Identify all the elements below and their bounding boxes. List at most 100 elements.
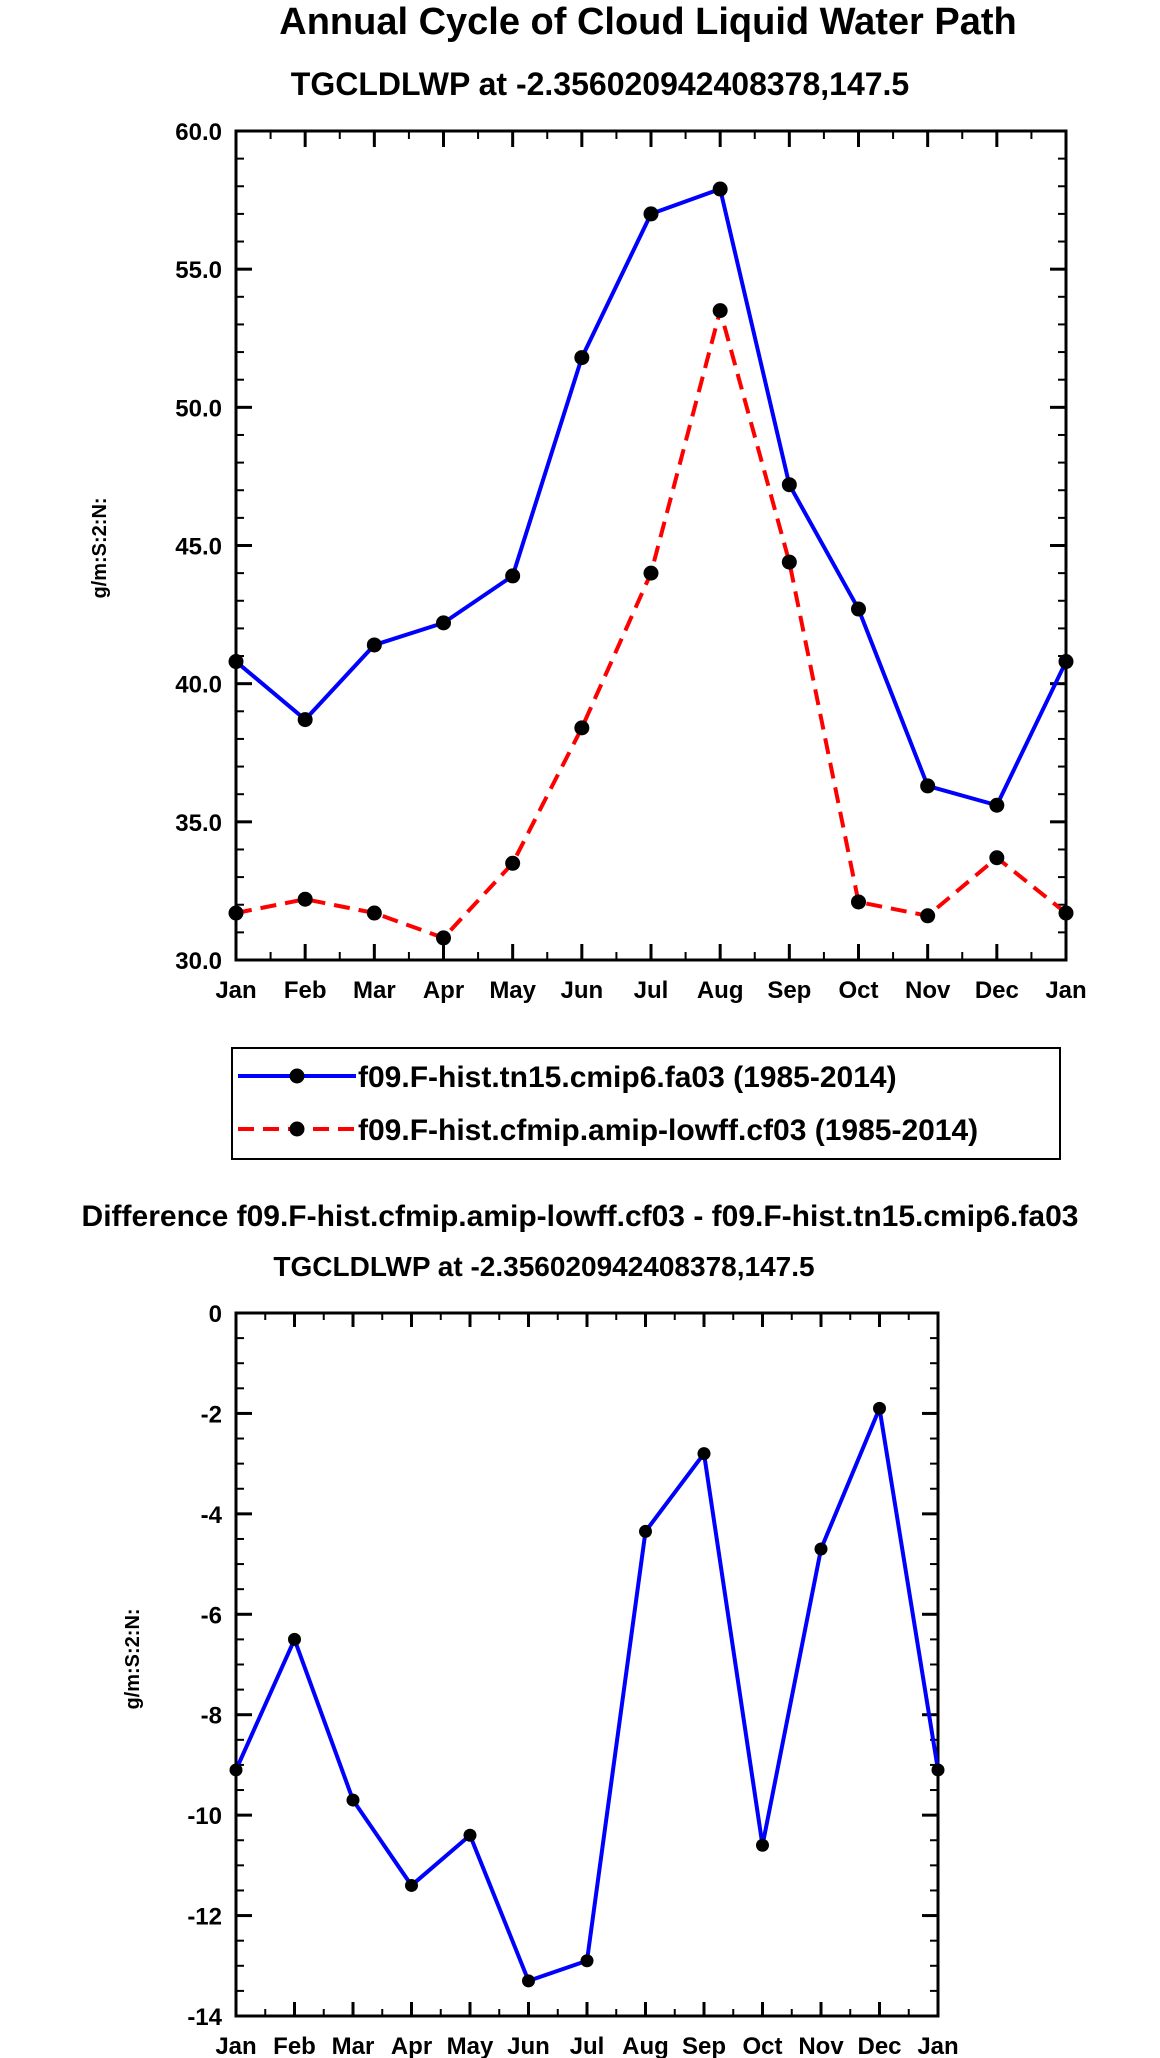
- x-tick-label: Jan: [215, 977, 256, 1004]
- series-2-point: [851, 894, 866, 910]
- series-1-point: [989, 797, 1005, 813]
- x-tick-label: Mar: [332, 2033, 375, 2058]
- series-2-point: [989, 850, 1005, 866]
- y-tick-label: -6: [201, 1602, 222, 1629]
- x-tick-label: Feb: [273, 2033, 316, 2058]
- y-tick-label: -2: [201, 1401, 222, 1428]
- legend-marker-series-1: [289, 1068, 305, 1084]
- series-2-point: [781, 554, 797, 570]
- plot-frame: [234, 129, 1068, 962]
- series-1-point: [873, 1401, 886, 1415]
- bottom-chart-subtitle: TGCLDLWP at -2.356020942408378,147.5: [273, 1251, 814, 1282]
- y-tick-label: 0: [209, 1301, 222, 1328]
- top-chart-ylabel: g/m:S:2:N:: [89, 497, 111, 598]
- series-line-1: [234, 1406, 940, 1983]
- x-tick-label: Oct: [838, 977, 878, 1004]
- x-tick-label: May: [447, 2033, 494, 2058]
- series-1-point: [851, 601, 866, 617]
- x-tick-label: May: [489, 977, 536, 1004]
- top-chart: Jan Feb Mar Apr May Jun Jul Aug Sep Oct Nov Dec Jan3…: [175, 119, 1086, 1004]
- bottom-chart-ylabel: g/m:S:2:N:: [122, 1608, 144, 1709]
- x-tick-label: Mar: [353, 977, 396, 1004]
- series-2-point: [436, 930, 451, 946]
- series-1-point: [639, 1524, 652, 1538]
- y-tick-label: 45.0: [175, 534, 222, 561]
- x-tick-label: Sep: [767, 977, 811, 1004]
- y-tick-label: 55.0: [175, 257, 222, 284]
- x-tick-label: Aug: [697, 977, 744, 1004]
- series-1-point: [781, 477, 797, 493]
- series-1-point: [1058, 654, 1074, 670]
- series-2-point: [297, 891, 313, 907]
- series-2-point: [505, 855, 521, 871]
- y-tick-label: 40.0: [175, 672, 222, 699]
- legend-marker-series-2: [289, 1121, 305, 1137]
- series-1-point: [574, 350, 590, 366]
- series-1-point: [405, 1878, 418, 1892]
- bottom-chart: Jan Feb Mar Apr May Jun Jul Aug Sep Oct Nov Dec Jan-…: [187, 1301, 958, 2058]
- series-1-point: [297, 712, 313, 728]
- series-2-point: [366, 905, 382, 921]
- series-1-point: [366, 637, 382, 653]
- x-tick-label: Dec: [857, 2033, 901, 2058]
- y-tick-label: -14: [187, 2004, 222, 2031]
- x-tick-label: Jul: [634, 977, 669, 1004]
- series-2-point: [228, 905, 244, 921]
- series-2-point: [712, 303, 728, 319]
- y-tick-label: 30.0: [175, 948, 222, 975]
- series-1-point: [463, 1828, 477, 1842]
- x-tick-label: Jun: [560, 977, 603, 1004]
- series-1-point: [580, 1954, 594, 1968]
- series-2-point: [1058, 905, 1074, 921]
- y-tick-label: 50.0: [175, 395, 222, 422]
- x-tick-label: Jun: [507, 2033, 550, 2058]
- legend-label-series-2: f09.F-hist.cfmip.amip-lowff.cf03 (1985-2…: [358, 1114, 978, 1147]
- series-line-2: [235, 308, 1068, 940]
- series-1-point: [931, 1763, 945, 1777]
- x-tick-label: Dec: [975, 977, 1019, 1004]
- series-1-point: [229, 1763, 243, 1777]
- series-1-point: [756, 1838, 769, 1852]
- x-tick-label: Jul: [570, 2033, 605, 2058]
- x-tick-label: Apr: [423, 977, 464, 1004]
- x-tick-label: Jan: [917, 2033, 958, 2058]
- series-1-point: [712, 181, 728, 197]
- series-1-point: [920, 778, 936, 794]
- series-1-point: [505, 568, 521, 584]
- top-chart-title: Annual Cycle of Cloud Liquid Water Path: [279, 1, 1017, 43]
- series-1-point: [228, 654, 244, 670]
- legend: f09.F-hist.tn15.cmip6.fa03 (1985-2014) f…: [231, 1047, 1061, 1160]
- plot-frame: [234, 1311, 940, 2018]
- x-tick-label: Aug: [622, 2033, 669, 2058]
- x-tick-label: Jan: [215, 2033, 256, 2058]
- y-tick-label: -8: [201, 1703, 222, 1730]
- legend-label-series-1: f09.F-hist.tn15.cmip6.fa03 (1985-2014): [358, 1061, 897, 1094]
- y-tick-label: -10: [187, 1803, 222, 1830]
- y-tick-label: 35.0: [175, 810, 222, 837]
- x-tick-label: Oct: [742, 2033, 782, 2058]
- series-1-point: [643, 206, 659, 222]
- series-2-point: [643, 565, 659, 581]
- series-1-point: [288, 1632, 301, 1646]
- top-chart-subtitle: TGCLDLWP at -2.356020942408378,147.5: [291, 66, 909, 102]
- y-tick-label: -4: [201, 1502, 223, 1529]
- series-2-point: [920, 908, 936, 924]
- x-tick-label: Apr: [391, 2033, 432, 2058]
- x-tick-label: Jan: [1045, 977, 1086, 1004]
- x-tick-label: Sep: [682, 2033, 726, 2058]
- series-1-point: [346, 1793, 360, 1807]
- x-tick-label: Feb: [284, 977, 327, 1004]
- x-tick-label: Nov: [905, 977, 951, 1004]
- x-tick-label: Nov: [798, 2033, 844, 2058]
- series-1-point: [697, 1447, 711, 1461]
- series-2-point: [574, 720, 590, 736]
- y-tick-label: -12: [187, 1904, 222, 1931]
- series-line-1: [234, 187, 1068, 808]
- bottom-chart-title: Difference f09.F-hist.cfmip.amip-lowff.c…: [82, 1200, 1079, 1233]
- series-1-point: [522, 1974, 535, 1988]
- series-1-point: [436, 615, 451, 631]
- legend-box: [231, 1047, 1061, 1160]
- y-tick-label: 60.0: [175, 119, 222, 146]
- series-1-point: [814, 1542, 828, 1556]
